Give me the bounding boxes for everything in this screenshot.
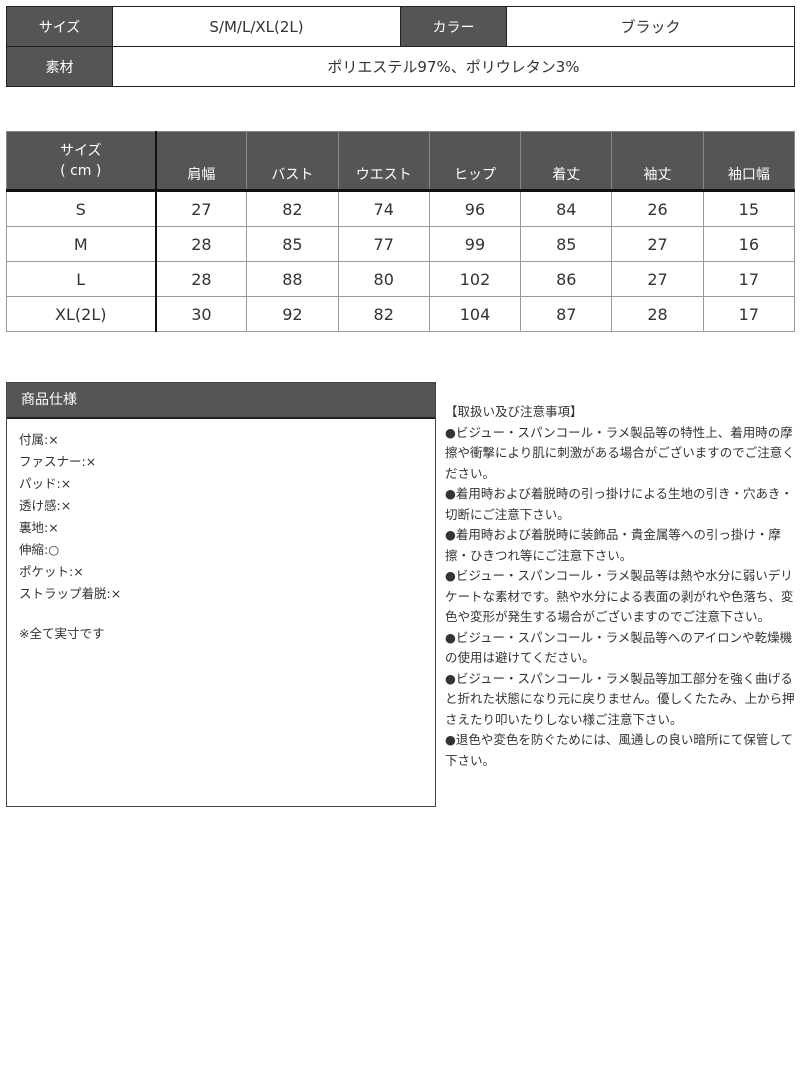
table-cell: 99 — [428, 226, 522, 262]
spec-item: ファスナー:× — [19, 454, 97, 469]
table-cell: 80 — [337, 261, 430, 297]
size-corner-header: サイズ ( cm ) — [6, 131, 157, 192]
spec-box: 商品仕様 付属:× ファスナー:× パッド:× 透け感:× 裏地:× 伸縮:○ ポケット:×… — [6, 382, 436, 807]
table-cell: 28 — [154, 226, 248, 262]
spec-note: ※全て実寸です — [19, 626, 105, 641]
spec-item: 伸縮:○ — [19, 542, 60, 557]
spec-item: パッド:× — [19, 476, 72, 491]
column-header: ヒップ — [428, 131, 522, 192]
care-title: 【取扱い及び注意事項】 — [445, 404, 583, 419]
table-cell: 77 — [337, 226, 430, 262]
row-size: S — [6, 190, 157, 227]
table-cell: 85 — [520, 226, 613, 262]
table-cell: 85 — [246, 226, 339, 262]
table-cell: 30 — [154, 296, 248, 332]
table-row: M 28 85 77 99 85 27 16 — [6, 226, 796, 262]
care-item: ●ビジュー・スパンコール・ラメ製品等加工部分を強く曲げると折れた状態になり元に戻… — [445, 670, 795, 727]
table-cell: 87 — [520, 296, 613, 332]
table-cell: 27 — [611, 226, 704, 262]
table-cell: 17 — [702, 261, 796, 297]
care-item: ●ビジュー・スパンコール・ラメ製品等へのアイロンや乾燥機の使用は避けてください。 — [445, 629, 793, 666]
table-cell: 102 — [428, 261, 522, 297]
corner-line1: サイズ — [59, 142, 102, 159]
color-label: カラー — [400, 6, 507, 47]
care-item: ●着用時および着脱時の引っ掛けによる生地の引き・穴あき・切断にご注意下さい。 — [445, 486, 794, 522]
column-header: バスト — [246, 131, 339, 192]
color-value: ブラック — [506, 6, 795, 47]
column-header: 袖丈 — [611, 131, 704, 192]
table-cell: 82 — [337, 296, 430, 332]
care-notes: 【取扱い及び注意事項】 ●ビジュー・スパンコール・ラメ製品等の特性上、着用時の摩… — [445, 402, 795, 771]
table-cell: 27 — [154, 190, 248, 227]
spec-item: 透け感:× — [19, 498, 72, 513]
table-cell: 17 — [702, 296, 796, 332]
table-row: S 27 82 74 96 84 26 15 — [6, 190, 796, 227]
column-header: 着丈 — [520, 131, 613, 192]
care-item: ●ビジュー・スパンコール・ラメ製品等の特性上、着用時の摩擦や衝撃により肌に刺激が… — [445, 424, 795, 481]
column-header: ウエスト — [337, 131, 430, 192]
row-size: M — [6, 226, 157, 262]
spec-item: ポケット:× — [19, 564, 84, 579]
table-cell: 82 — [246, 190, 339, 227]
row-size: XL(2L) — [6, 296, 157, 332]
table-row: L 28 88 80 102 86 27 17 — [6, 261, 796, 297]
spec-item: 付属:× — [19, 432, 59, 447]
spec-title: 商品仕様 — [7, 383, 435, 419]
spec-item: 裏地:× — [19, 520, 59, 535]
spec-item: ストラップ着脱:× — [19, 586, 122, 601]
material-label: 素材 — [6, 46, 113, 87]
size-value: S/M/L/XL(2L) — [112, 6, 401, 47]
table-cell: 28 — [611, 296, 704, 332]
table-cell: 28 — [154, 261, 248, 297]
column-header: 袖口幅 — [702, 131, 796, 192]
basic-info-table: サイズ S/M/L/XL(2L) カラー ブラック 素材 ポリエステル97%、ポ… — [6, 6, 795, 87]
corner-line2: ( cm ) — [60, 162, 102, 179]
row-size: L — [6, 261, 157, 297]
material-value: ポリエステル97%、ポリウレタン3% — [112, 46, 795, 87]
table-cell: 27 — [611, 261, 704, 297]
table-row: XL(2L) 30 92 82 104 87 28 17 — [6, 296, 796, 332]
size-label: サイズ — [6, 6, 113, 47]
care-item: ●退色や変色を防ぐためには、風通しの良い暗所にて保管して下さい。 — [445, 732, 794, 768]
care-item: ●ビジュー・スパンコール・ラメ製品等は熱や水分に弱いデリケートな素材です。熱や水… — [445, 568, 794, 624]
table-cell: 74 — [337, 190, 430, 227]
table-cell: 86 — [520, 261, 613, 297]
size-table: サイズ ( cm ) 肩幅 バスト ウエスト ヒップ 着丈 袖丈 袖口幅 S 27 82 74 96… — [6, 131, 796, 332]
table-cell: 88 — [246, 261, 339, 297]
table-cell: 26 — [611, 190, 704, 227]
table-cell: 96 — [428, 190, 522, 227]
spec-list: 付属:× ファスナー:× パッド:× 透け感:× 裏地:× 伸縮:○ ポケット:× ストラップ… — [7, 419, 435, 605]
table-cell: 16 — [702, 226, 796, 262]
table-cell: 84 — [520, 190, 613, 227]
care-item: ●着用時および着脱時に装飾品・貴金属等への引っ掛け・摩擦・ひきつれ等にご注意下さ… — [445, 527, 781, 563]
table-cell: 92 — [246, 296, 339, 332]
table-cell: 104 — [428, 296, 522, 332]
table-cell: 15 — [702, 190, 796, 227]
column-header: 肩幅 — [154, 131, 248, 192]
